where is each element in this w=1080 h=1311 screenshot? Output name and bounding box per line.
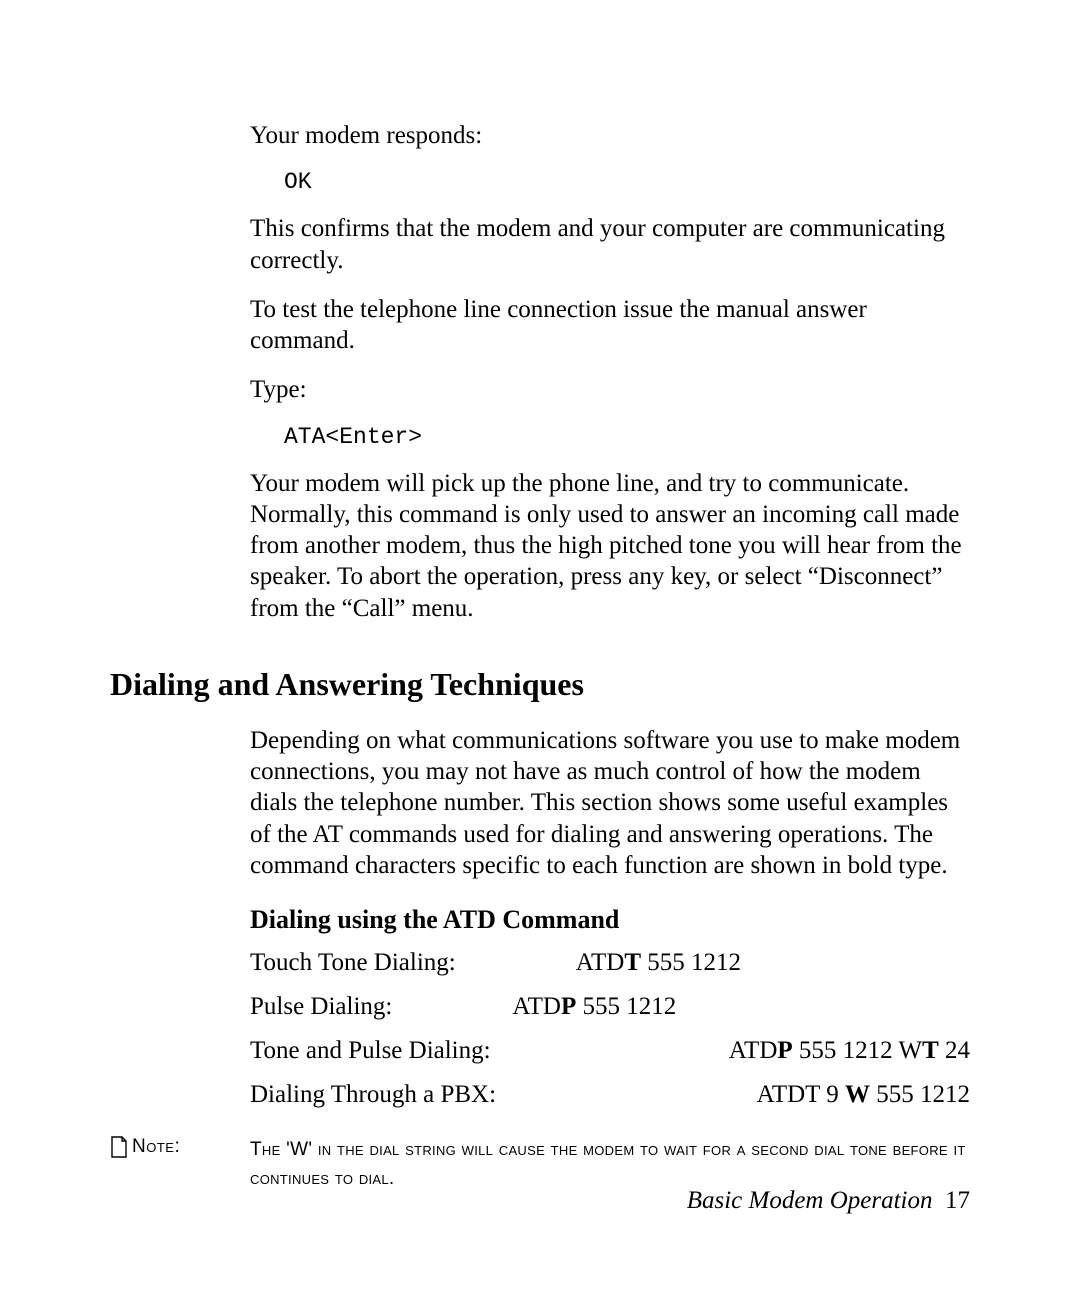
note-frag: ' in the dial string will cause the mode… xyxy=(250,1139,966,1189)
section-body: Depending on what communications softwar… xyxy=(250,725,970,1109)
document-page: Your modem responds: OK This confirms th… xyxy=(0,0,1080,1311)
dial-row-pbx: Dialing Through a PBX: ATDT 9 W 555 1212 xyxy=(250,1081,970,1109)
note-frag: The ' xyxy=(250,1139,290,1160)
note-frag: W xyxy=(290,1139,308,1160)
dial-row-touch-tone: Touch Tone Dialing: ATDT 555 1212 xyxy=(250,949,970,977)
dial-label: Dialing Through a PBX: xyxy=(250,1081,496,1109)
paragraph: Your modem responds: xyxy=(250,120,970,151)
dial-bold: P xyxy=(561,993,576,1020)
dial-text: 555 1212 W xyxy=(793,1037,922,1064)
note-text: The 'W' in the dial string will cause th… xyxy=(250,1135,970,1194)
dial-text: ATD xyxy=(512,993,561,1020)
dial-text: 555 1212 xyxy=(641,949,741,976)
code-line: OK xyxy=(284,169,970,195)
dial-row-tone-pulse: Tone and Pulse Dialing: ATDP 555 1212 WT… xyxy=(250,1037,970,1065)
dial-bold: W xyxy=(845,1081,870,1108)
dial-row-pulse: Pulse Dialing: ATDP 555 1212 xyxy=(250,993,970,1021)
paragraph: To test the telephone line connection is… xyxy=(250,294,970,357)
dial-bold: T xyxy=(922,1037,939,1064)
footer-title: Basic Modem Operation xyxy=(687,1187,933,1214)
dial-text: ATDT 9 xyxy=(757,1081,845,1108)
body-column: Your modem responds: OK This confirms th… xyxy=(250,120,970,624)
note-label-text: Note: xyxy=(132,1136,180,1158)
dial-value: ATDT 555 1212 xyxy=(576,949,741,977)
note-block: Note: The 'W' in the dial string will ca… xyxy=(110,1135,970,1194)
paragraph: This confirms that the modem and your co… xyxy=(250,213,970,276)
note-label-cell: Note: xyxy=(110,1135,250,1159)
code-line: ATA<Enter> xyxy=(284,424,970,450)
dial-label: Pulse Dialing: xyxy=(250,993,392,1021)
paragraph: Your modem will pick up the phone line, … xyxy=(250,468,970,624)
dial-bold: P xyxy=(777,1037,792,1064)
dial-label: Touch Tone Dialing: xyxy=(250,949,456,977)
dial-text: 24 xyxy=(939,1037,970,1064)
paragraph: Depending on what communications softwar… xyxy=(250,725,970,881)
dial-text: 555 1212 xyxy=(576,993,676,1020)
dial-text: ATD xyxy=(729,1037,778,1064)
page-footer: Basic Modem Operation 17 xyxy=(687,1187,970,1215)
note-icon xyxy=(110,1136,128,1158)
section-heading: Dialing and Answering Techniques xyxy=(110,666,970,703)
dial-text: 555 1212 xyxy=(870,1081,970,1108)
dial-value: ATDP 555 1212 xyxy=(512,993,676,1021)
dial-bold: T xyxy=(624,949,641,976)
dial-label: Tone and Pulse Dialing: xyxy=(250,1037,491,1065)
dial-text: ATD xyxy=(576,949,625,976)
dial-value: ATDP 555 1212 WT 24 xyxy=(729,1037,970,1065)
dial-value: ATDT 9 W 555 1212 xyxy=(757,1081,970,1109)
subsection-heading: Dialing using the ATD Command xyxy=(250,905,970,935)
paragraph: Type: xyxy=(250,374,970,405)
footer-page-number: 17 xyxy=(945,1187,970,1214)
